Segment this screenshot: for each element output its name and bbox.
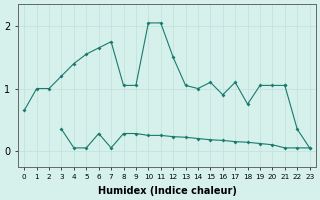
X-axis label: Humidex (Indice chaleur): Humidex (Indice chaleur) [98, 186, 236, 196]
